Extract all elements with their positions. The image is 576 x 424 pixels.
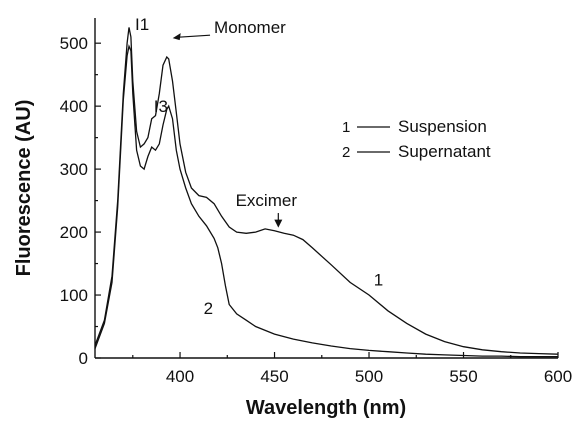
x-axis-title: Wavelength (nm) (246, 397, 406, 419)
annotation-i1: I1 (135, 15, 149, 34)
y-tick-label: 500 (60, 34, 88, 53)
annotation-monomer: Monomer (214, 18, 286, 37)
y-tick-label: 0 (79, 349, 88, 368)
x-tick-label: 500 (355, 367, 383, 386)
monomer-arrowhead (172, 33, 181, 41)
x-tick-label: 600 (544, 367, 572, 386)
legend: 1 Suspension 2 Supernatant (342, 117, 491, 161)
y-tick-label: 400 (60, 97, 88, 116)
x-tick-label: 400 (166, 367, 194, 386)
y-tick-label: 300 (60, 160, 88, 179)
excimer-arrowhead (274, 219, 283, 228)
series-curves: 12 (94, 27, 559, 358)
y-tick-label: 200 (60, 223, 88, 242)
series-label-1: 1 (374, 271, 383, 290)
y-tick-label: 100 (60, 286, 88, 305)
annotation-i3: I3 (154, 97, 168, 116)
series-line-1 (94, 27, 559, 355)
y-axis-ticks: 0 100 200 300 400 500 (60, 34, 101, 368)
chart-annotations: I1 I3 Monomer Excimer (135, 15, 297, 228)
annotation-excimer: Excimer (236, 191, 298, 210)
series-line-2 (94, 44, 558, 358)
x-tick-label: 450 (260, 367, 288, 386)
x-tick-label: 550 (449, 367, 477, 386)
monomer-arrow (178, 34, 211, 38)
x-axis-ticks: 400 450 500 550 600 (132, 352, 572, 386)
legend-label-2: Supernatant (398, 142, 491, 161)
y-axis-title: Fluorescence (AU) (13, 100, 35, 277)
legend-key-1: 1 (342, 119, 350, 136)
legend-key-2: 2 (342, 144, 350, 161)
series-label-2: 2 (204, 299, 213, 318)
legend-label-1: Suspension (398, 117, 487, 136)
plot-axes (94, 18, 558, 359)
